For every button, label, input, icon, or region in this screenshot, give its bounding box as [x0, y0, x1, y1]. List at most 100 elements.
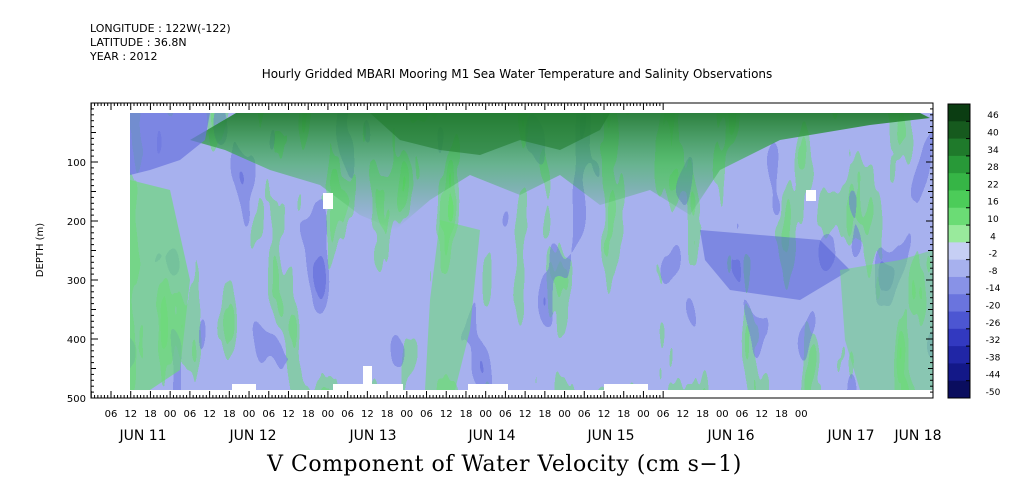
colorbar-swatch: [948, 121, 970, 140]
metadata-block: LONGITUDE : 122W(-122) LATITUDE : 36.8N …: [90, 22, 231, 64]
y-axis: 100 200 300 400 500: [67, 108, 933, 405]
colorbar-swatch: [948, 207, 970, 226]
x-hour-label: 00: [322, 409, 335, 420]
colorbar-swatch: [948, 104, 970, 122]
x-hour-label: 00: [795, 409, 808, 420]
x-hour-label: 00: [164, 409, 177, 420]
x-hour-label: 06: [578, 409, 591, 420]
y-axis-label: DEPTH (m): [35, 223, 46, 277]
right-green-column: [840, 250, 933, 390]
x-hour-label: 06: [499, 409, 512, 420]
x-hour-label: 18: [460, 409, 473, 420]
x-hour-label: 06: [420, 409, 433, 420]
chart-title: Hourly Gridded MBARI Mooring M1 Sea Wate…: [261, 67, 773, 81]
missing-data-6: [333, 384, 403, 390]
x-day-label: JUN 17: [826, 428, 874, 444]
x-hour-label: 06: [262, 409, 275, 420]
colorbar-label: -20: [986, 301, 1001, 311]
longitude-label: LONGITUDE : 122W(-122): [90, 22, 231, 35]
x-hour-label: 12: [361, 409, 374, 420]
colorbar-label: 22: [987, 180, 998, 190]
x-day-label: JUN 16: [706, 428, 754, 444]
x-hour-label: 00: [558, 409, 571, 420]
colorbar-swatch: [948, 242, 970, 261]
missing-data-5: [232, 384, 256, 390]
x-hour-label: 12: [598, 409, 611, 420]
colorbar-swatch: [948, 259, 970, 278]
colorbar-swatch: [948, 311, 970, 330]
x-day-label: JUN 18: [893, 428, 941, 444]
colorbar-swatch: [948, 346, 970, 364]
x-hour-label: 12: [519, 409, 532, 420]
colorbar-swatch: [948, 190, 970, 209]
x-hour-label: 12: [755, 409, 768, 420]
y-tick-label: 300: [67, 276, 86, 287]
x-hour-label: 18: [144, 409, 157, 420]
y-tick-label: 200: [67, 217, 86, 228]
surface-green-band: [190, 113, 930, 230]
variable-caption: V Component of Water Velocity (cm s−1): [267, 452, 742, 477]
colorbar-label: -44: [986, 371, 1001, 381]
heatmap-field: [130, 113, 933, 390]
colorbar-label: -38: [986, 353, 1001, 363]
colorbar-label: 16: [987, 198, 999, 208]
colorbar-label: 46: [987, 111, 999, 121]
y-tick-label: 400: [67, 335, 86, 346]
colorbar-swatch: [948, 380, 970, 399]
x-axis: 06 12 18 00 06 12 18 00 06 12 18 00 06 12 18 00 06 12 18 00…: [90, 103, 942, 444]
colorbar-swatch: [948, 138, 970, 157]
x-hour-label: 00: [716, 409, 729, 420]
x-day-label: JUN 11: [118, 428, 166, 444]
x-day-label: JUN 13: [348, 428, 396, 444]
x-hour-label: 18: [302, 409, 315, 420]
colorbar-label: -26: [986, 319, 1001, 329]
left-green-column: [130, 180, 190, 390]
x-hour-label: 00: [637, 409, 650, 420]
x-hour-label: 18: [538, 409, 551, 420]
colorbar-swatch: [948, 155, 970, 174]
missing-data-8: [604, 384, 648, 390]
missing-data-3: [363, 366, 372, 384]
x-hour-label: 12: [124, 409, 137, 420]
colorbar-swatch: [948, 173, 970, 191]
colorbar-label: 40: [987, 129, 999, 139]
y-tick-label: 500: [67, 394, 86, 405]
surface-dark-core: [370, 113, 610, 155]
colorbar-label: -8: [989, 267, 998, 277]
x-hour-label: 18: [775, 409, 788, 420]
missing-data-7: [468, 384, 508, 390]
colorbar-label: 28: [987, 163, 999, 173]
colorbar-label: -2: [989, 250, 998, 260]
colorbar-swatch: [948, 276, 970, 295]
latitude-label: LATITUDE : 36.8N: [90, 36, 187, 49]
colorbar-label: -32: [986, 336, 1001, 346]
colorbar-swatch: [948, 294, 970, 313]
x-hour-label: 06: [657, 409, 670, 420]
x-hour-label: 00: [400, 409, 413, 420]
x-hour-label: 00: [243, 409, 256, 420]
colorbar-label: -50: [986, 388, 1001, 398]
x-hour-label: 12: [677, 409, 690, 420]
x-day-label: JUN 12: [228, 428, 276, 444]
x-hour-label: 06: [341, 409, 354, 420]
x-day-label: JUN 15: [586, 428, 634, 444]
colorbar-label: 4: [990, 232, 996, 242]
missing-data-1: [323, 193, 333, 209]
x-hour-label: 18: [223, 409, 236, 420]
x-hour-label: 06: [184, 409, 197, 420]
x-hour-label: 18: [381, 409, 394, 420]
colorbar: 46 40 34 28 22 16 10 4 -2 -8 -14 -20 -26 -32 -38 -44 -50: [947, 103, 1001, 399]
x-hour-label: 06: [105, 409, 118, 420]
x-day-label: JUN 14: [467, 428, 515, 444]
colorbar-label: -14: [986, 284, 1001, 294]
x-hour-label: 18: [696, 409, 709, 420]
colorbar-label: 34: [987, 146, 999, 156]
colorbar-frame: [947, 103, 971, 399]
mid-green-column: [425, 220, 480, 390]
x-hour-label: 00: [479, 409, 492, 420]
x-hour-label: 12: [282, 409, 295, 420]
y-tick-label: 100: [67, 158, 86, 169]
x-hour-label: 06: [736, 409, 749, 420]
x-hour-label: 12: [440, 409, 453, 420]
